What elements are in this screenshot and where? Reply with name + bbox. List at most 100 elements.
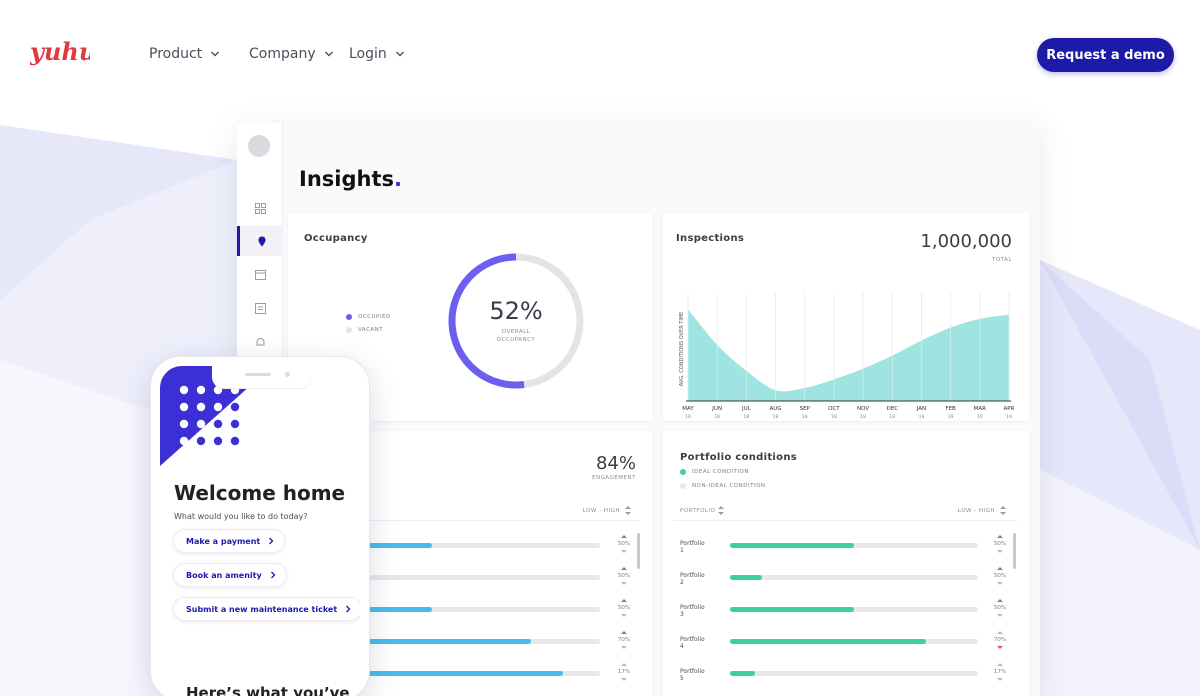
dot-pattern-graphic — [160, 366, 250, 466]
legend-dot — [346, 327, 352, 333]
grid-icon[interactable] — [237, 193, 283, 223]
row-percentage: 50% — [617, 573, 631, 579]
scrollbar[interactable] — [637, 533, 640, 569]
row-percentage: 50% — [993, 605, 1007, 611]
chevron-right-icon — [346, 605, 351, 613]
trend-up-icon — [997, 663, 1003, 666]
row-percentage: 50% — [993, 573, 1007, 579]
scrollbar[interactable] — [1013, 533, 1016, 569]
x-tick-year: 19 — [1006, 414, 1012, 420]
inspections-total-label: TOTAL — [992, 257, 1012, 263]
divider — [673, 520, 1017, 521]
submit-maintenance-ticket-button[interactable]: Submit a new maintenance ticket — [173, 597, 360, 621]
x-tick-year: 18 — [831, 414, 837, 420]
row-label: Portfolio 2 — [680, 572, 705, 586]
chevron-down-icon — [211, 51, 220, 57]
trend-up-icon — [997, 535, 1003, 538]
row-label: Portfolio 1 — [680, 540, 705, 554]
bar-track — [730, 543, 978, 548]
sort-label[interactable]: LOW - HIGH — [582, 508, 620, 514]
request-demo-button[interactable]: Request a demo — [1037, 38, 1174, 72]
phone-mockup: Welcome home What would you like to do t… — [150, 356, 370, 696]
column-label[interactable]: PORTFOLIO — [680, 508, 716, 514]
pattern-dot — [213, 419, 223, 429]
legend-non-ideal: NON-IDEAL CONDITION — [680, 483, 766, 489]
document-icon[interactable] — [237, 293, 283, 323]
bar-fill — [730, 639, 926, 644]
chevron-right-icon — [270, 571, 276, 579]
x-tick-year: 18 — [802, 414, 808, 420]
logo-text: yuhu — [30, 37, 90, 66]
welcome-heading: Welcome home — [174, 481, 346, 505]
pattern-dot — [179, 436, 189, 446]
x-tick-year: 19 — [919, 414, 925, 420]
x-tick-label: JUN — [711, 406, 722, 412]
trend-up-icon — [621, 535, 627, 538]
bar-track — [730, 607, 978, 612]
make-payment-button[interactable]: Make a payment — [173, 529, 286, 553]
x-tick-label: JUL — [741, 406, 752, 412]
x-tick-year: 18 — [743, 414, 749, 420]
book-amenity-button[interactable]: Book an amenity — [173, 563, 287, 587]
sort-icon[interactable] — [1000, 506, 1006, 515]
phone-screen: Welcome home What would you like to do t… — [160, 366, 360, 696]
page-title: Insights. — [299, 167, 402, 191]
bell-icon[interactable] — [237, 327, 283, 357]
x-tick-label: SEP — [800, 406, 811, 412]
occupancy-donut-chart — [448, 253, 584, 389]
nav-item-company[interactable]: Company — [249, 46, 334, 62]
bar-fill — [730, 671, 755, 676]
x-tick-label: AUG — [770, 406, 782, 412]
avatar[interactable] — [248, 135, 270, 157]
bar-fill — [288, 671, 563, 676]
donut-occupied-arc — [448, 253, 525, 389]
x-tick-label: FEB — [945, 406, 956, 412]
row-percentage: 70% — [617, 637, 631, 643]
trend-up-icon — [997, 567, 1003, 570]
row-percentage: 50% — [993, 541, 1007, 547]
bar-fill — [730, 543, 854, 548]
x-tick-label: OCT — [828, 406, 840, 412]
top-navigation: yuhu Product Company Login Request a dem… — [0, 0, 1200, 110]
area-series — [688, 309, 1009, 401]
trend-down-icon — [997, 550, 1003, 553]
occupancy-value: 52% — [489, 297, 543, 325]
row-percentage: 17% — [617, 669, 631, 675]
trend-down-icon — [997, 582, 1003, 585]
trend-up-icon — [621, 599, 627, 602]
yuhu-logo[interactable]: yuhu — [29, 34, 96, 74]
pattern-dot — [179, 385, 189, 395]
pattern-dot — [196, 402, 206, 412]
phone-notch — [212, 366, 312, 388]
bar-track — [288, 671, 600, 676]
bar-track — [730, 639, 978, 644]
x-tick-label: JAN — [916, 406, 926, 412]
camera — [285, 372, 290, 377]
sort-label[interactable]: LOW - HIGH — [957, 508, 995, 514]
row-percentage: 17% — [993, 669, 1007, 675]
row-percentage: 50% — [617, 541, 631, 547]
trend-down-icon — [621, 550, 627, 553]
inspections-total: 1,000,000 — [920, 231, 1012, 252]
nav-item-label: Product — [149, 46, 203, 62]
portfolio-card: Portfolio conditions IDEAL CONDITION NON… — [663, 431, 1029, 696]
inspections-card: Inspections 1,000,000 TOTAL AVG. CONDITI… — [663, 213, 1029, 421]
pattern-dot — [213, 402, 223, 412]
x-tick-label: APR — [1004, 406, 1015, 412]
x-tick-year: 18 — [860, 414, 866, 420]
x-tick-label: MAR — [974, 406, 987, 412]
nav-item-login[interactable]: Login — [349, 46, 405, 62]
nav-item-product[interactable]: Product — [149, 46, 220, 62]
sort-icon[interactable] — [625, 506, 631, 515]
sort-icon[interactable] — [718, 506, 724, 515]
calendar-icon[interactable] — [237, 259, 283, 289]
welcome-subtitle: What would you like to do today? — [174, 512, 308, 521]
section-heading: Here’s what you’ve — [186, 684, 350, 696]
bar-track — [288, 639, 600, 644]
location-pin-icon[interactable] — [237, 226, 283, 256]
pattern-dot — [230, 436, 240, 446]
pattern-dot — [196, 436, 206, 446]
row-label: Portfolio 4 — [680, 636, 705, 650]
legend-dot — [680, 483, 686, 489]
occupancy-caption-1: OVERALL — [501, 329, 531, 335]
